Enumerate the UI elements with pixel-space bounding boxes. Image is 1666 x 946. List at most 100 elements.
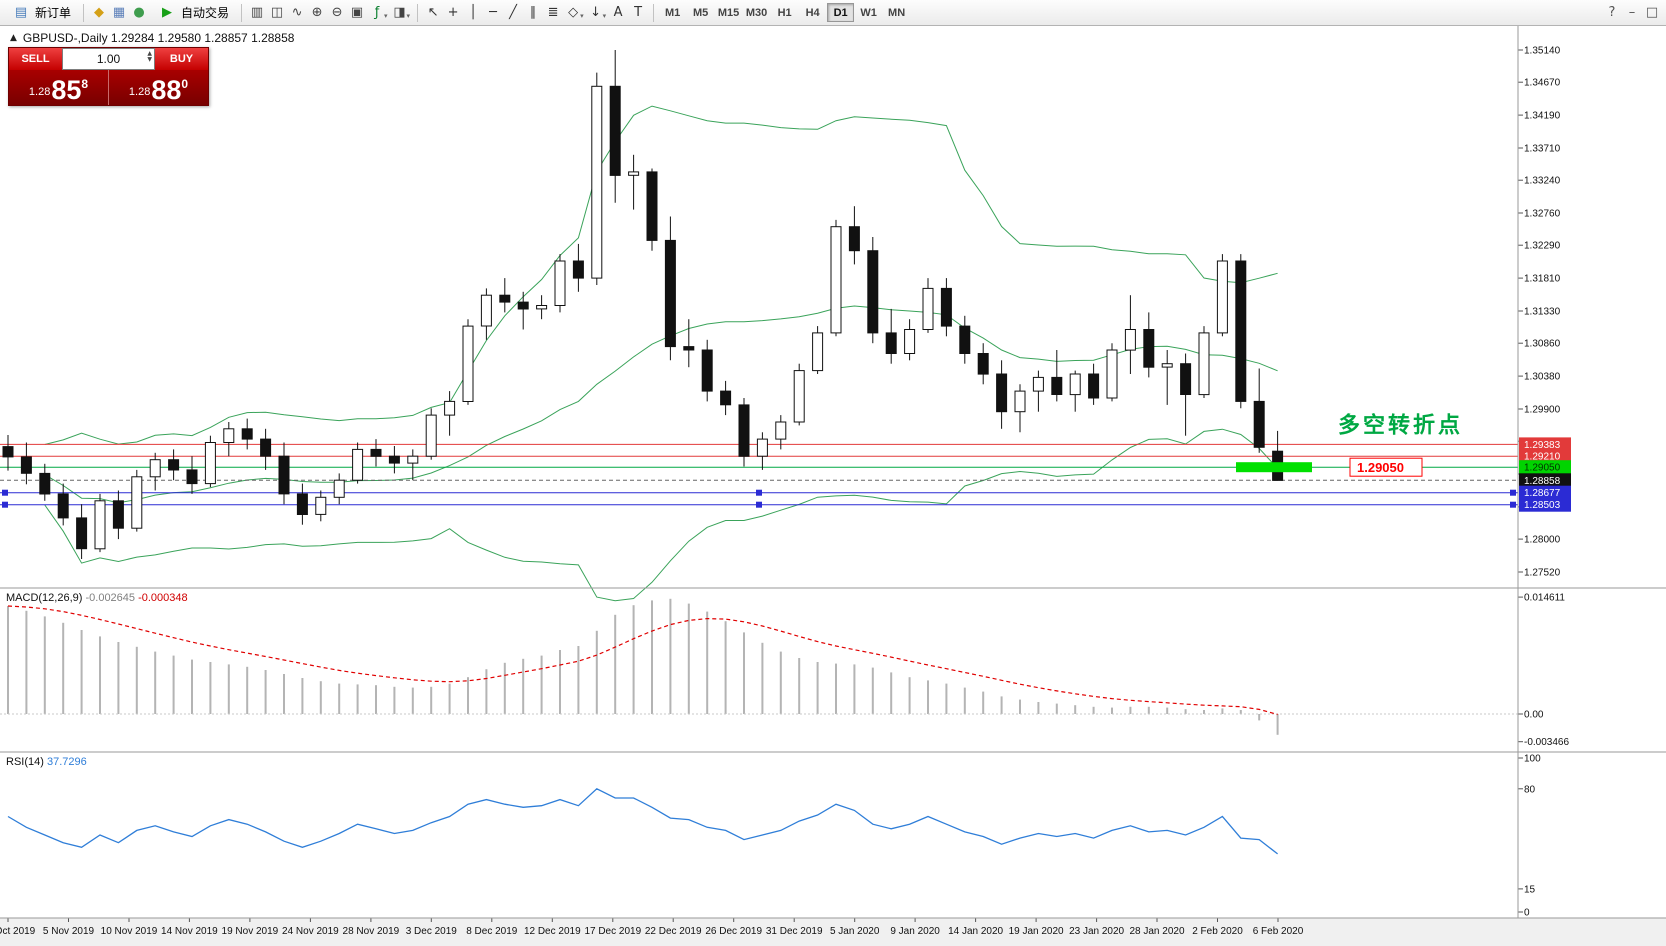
svg-text:1.30860: 1.30860 — [1524, 339, 1561, 350]
crosshair-icon[interactable]: + — [447, 5, 459, 20]
sell-price-pipette: 8 — [81, 77, 89, 91]
svg-text:3 Dec 2019: 3 Dec 2019 — [406, 926, 458, 937]
buy-price-pipette: 0 — [181, 77, 189, 91]
candlestick-chart-icon[interactable]: ◫ — [270, 5, 284, 20]
price-scale[interactable]: 1.35140 1.34670 1.34190 1.33710 1.33240 1.327… — [1518, 46, 1571, 919]
svg-text:19 Jan 2020: 19 Jan 2020 — [1009, 926, 1064, 937]
market-watch-icon[interactable]: ● — [133, 5, 145, 20]
volume-spinner[interactable]: ▲ ▼ — [147, 51, 152, 63]
time-axis-strip[interactable] — [0, 918, 1666, 946]
svg-text:1.29210: 1.29210 — [1524, 452, 1561, 463]
pane-separators[interactable] — [0, 26, 1666, 919]
toolbar-separator — [417, 3, 419, 22]
chart-profile-icon[interactable]: ▦ — [112, 5, 126, 20]
indicators-icon[interactable]: ƒ — [374, 5, 380, 20]
arrows-icon[interactable]: ↓ — [590, 5, 602, 20]
buy-price-main: 1.28 — [128, 86, 151, 98]
timeframe-button-m1[interactable]: M1 — [659, 3, 686, 22]
help-icon[interactable]: ? — [1608, 5, 1616, 20]
svg-text:1.34190: 1.34190 — [1524, 111, 1561, 122]
volume-stepper[interactable]: 1.00 ▲ ▼ — [62, 48, 155, 70]
main-toolbar: ▤ 新订单 ◆ ▦ ● ▶ 自动交易 ▥ ◫ ∿ ⊕ ⊖ ▣ ƒ ▾ ◨ ▾ ↖ + │ ─ ╱ ∥ ≣ ◇ ▾ ↓ ▾ A… — [0, 0, 1666, 26]
svg-text:2 Feb 2020: 2 Feb 2020 — [1192, 926, 1243, 937]
sell-price[interactable]: 1.28 85 8 — [9, 70, 109, 105]
svg-text:1.33240: 1.33240 — [1524, 176, 1561, 187]
minimize-icon[interactable]: – — [1628, 5, 1636, 20]
svg-text:23 Jan 2020: 23 Jan 2020 — [1069, 926, 1124, 937]
timeframe-button-d1[interactable]: D1 — [827, 3, 855, 22]
line-chart-icon[interactable]: ∿ — [291, 5, 303, 20]
svg-text:100: 100 — [1524, 754, 1541, 765]
trendline-icon[interactable]: ╱ — [509, 5, 517, 20]
svg-text:0.014611: 0.014611 — [1524, 593, 1565, 604]
chart-background[interactable] — [0, 26, 1666, 946]
svg-text:1.28677: 1.28677 — [1524, 488, 1561, 499]
svg-text:-0.003466: -0.003466 — [1524, 737, 1569, 748]
price-callout[interactable]: 1.29050 — [1349, 457, 1423, 477]
rsi-label: RSI(14) 37.7296 — [6, 756, 87, 768]
volume-up-icon[interactable]: ▲ — [147, 50, 152, 57]
svg-text:1.29383: 1.29383 — [1524, 440, 1561, 451]
svg-text:19 Nov 2019: 19 Nov 2019 — [222, 926, 279, 937]
cursor-icon[interactable]: ↖ — [427, 5, 439, 20]
chart-canvas[interactable]: 多空转折点 1.29050 MACD(12,26,9) -0.002645 -0.0… — [0, 26, 1666, 946]
dropdown-caret-icon[interactable]: ▾ — [580, 11, 584, 20]
new-order-label: 新订单 — [35, 6, 72, 20]
horizontal-line-icon[interactable]: ─ — [489, 5, 497, 20]
turning-point-highlight[interactable] — [1236, 462, 1312, 473]
svg-text:6 Feb 2020: 6 Feb 2020 — [1253, 926, 1304, 937]
svg-text:1.27520: 1.27520 — [1524, 568, 1561, 579]
turning-point-label[interactable]: 多空转折点 — [1338, 412, 1463, 437]
bar-chart-icon[interactable]: ▥ — [250, 5, 264, 20]
svg-text:0: 0 — [1524, 908, 1530, 919]
svg-text:1.30380: 1.30380 — [1524, 372, 1561, 383]
svg-text:1.31810: 1.31810 — [1524, 274, 1561, 285]
sell-button[interactable]: SELL — [9, 48, 62, 70]
svg-text:26 Dec 2019: 26 Dec 2019 — [705, 926, 762, 937]
svg-text:9 Jan 2020: 9 Jan 2020 — [890, 926, 940, 937]
timeframe-button-m5[interactable]: M5 — [687, 3, 714, 22]
svg-text:12 Dec 2019: 12 Dec 2019 — [524, 926, 581, 937]
zoom-in-icon[interactable]: ⊕ — [311, 5, 323, 20]
shapes-icon[interactable]: ◇ — [568, 5, 579, 20]
text-icon[interactable]: A — [613, 5, 623, 20]
svg-text:1.29050: 1.29050 — [1357, 460, 1404, 475]
timeframe-button-h4[interactable]: H4 — [799, 3, 826, 22]
templates-icon[interactable]: ◨ — [393, 5, 406, 20]
svg-text:24 Nov 2019: 24 Nov 2019 — [282, 926, 339, 937]
fibonacci-icon[interactable]: ≣ — [547, 5, 559, 20]
label-icon[interactable]: T — [634, 5, 643, 20]
candles — [2, 50, 1284, 559]
chart-window: 多空转折点 1.29050 MACD(12,26,9) -0.002645 -0.0… — [0, 26, 1666, 946]
timeframe-button-h1[interactable]: H1 — [771, 3, 798, 22]
trade-history-icon[interactable]: ◆ — [94, 5, 105, 20]
buy-price-pips: 88 — [151, 75, 182, 105]
svg-text:28 Jan 2020: 28 Jan 2020 — [1129, 926, 1184, 937]
volume-down-icon[interactable]: ▼ — [147, 56, 152, 63]
dropdown-caret-icon[interactable]: ▾ — [384, 11, 388, 20]
symbol-ohlc-label: GBPUSD-,Daily 1.29284 1.29580 1.28857 1.… — [22, 31, 295, 45]
dropdown-caret-icon[interactable]: ▾ — [602, 11, 607, 20]
tile-windows-icon[interactable]: ▣ — [350, 5, 364, 20]
svg-text:15: 15 — [1524, 884, 1536, 895]
dropdown-caret-icon[interactable]: ▾ — [406, 11, 411, 20]
trade-panel-toggle-icon[interactable]: ▲ — [10, 33, 17, 43]
svg-text:8 Dec 2019: 8 Dec 2019 — [466, 926, 518, 937]
svg-text:14 Nov 2019: 14 Nov 2019 — [161, 926, 218, 937]
svg-text:1.34670: 1.34670 — [1524, 78, 1561, 89]
timeframe-button-mn[interactable]: MN — [883, 3, 910, 22]
buy-button[interactable]: BUY — [155, 48, 208, 70]
zoom-out-icon[interactable]: ⊖ — [331, 5, 343, 20]
svg-text:1.29900: 1.29900 — [1524, 405, 1561, 416]
new-order-button[interactable]: ▤ 新订单 — [4, 2, 78, 24]
channel-icon[interactable]: ∥ — [529, 5, 537, 20]
timeframe-button-w1[interactable]: W1 — [855, 3, 882, 22]
autotrading-button[interactable]: ▶ 自动交易 — [150, 2, 236, 24]
svg-text:17 Dec 2019: 17 Dec 2019 — [584, 926, 641, 937]
buy-price[interactable]: 1.28 88 0 — [109, 70, 208, 105]
vertical-line-icon[interactable]: │ — [469, 5, 477, 20]
maximize-icon[interactable]: □ — [1645, 5, 1659, 20]
timeframe-button-m15[interactable]: M15 — [715, 3, 742, 22]
timeframe-button-m30[interactable]: M30 — [743, 3, 770, 22]
